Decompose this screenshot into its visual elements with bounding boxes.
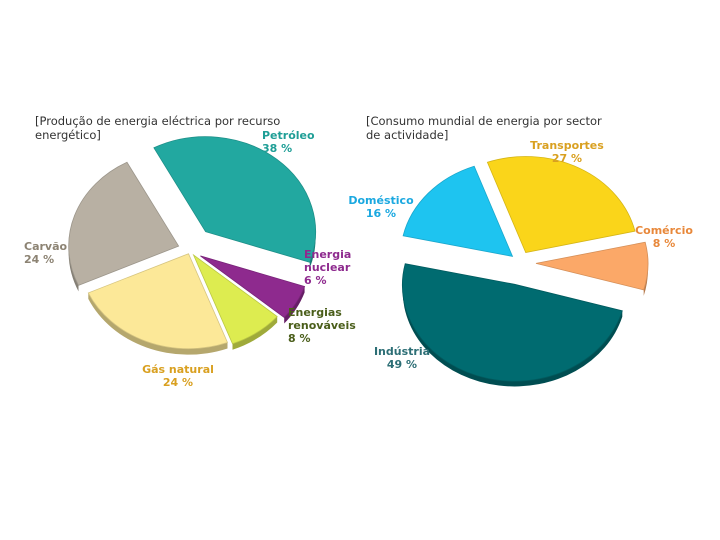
right-chart-title-line-2: de actividade] [366,128,448,142]
left-slice-side-gas-natural [88,292,228,355]
right-label-industria-line-1: Indústria [374,345,430,358]
left-label-energias-renovaveis-value: 8 % [288,332,311,345]
left-label-gas-natural-line-1: Gás natural [142,363,214,376]
left-chart: [Produção de energia eléctrica por recur… [24,114,356,389]
right-slice-industria [401,263,623,382]
right-label-industria-value: 49 % [387,358,417,371]
right-label-domestico-line-1: Doméstico [348,194,414,207]
left-label-carvao-value: 24 % [24,253,54,266]
left-slice-carvao [68,161,180,286]
left-chart-title-line-2: energético] [35,128,101,142]
right-slice-domestico [402,165,514,257]
left-label-energias-renovaveis-line-2: renováveis [288,319,356,332]
right-slice-transportes [486,156,636,253]
right-chart: [Consumo mundial de energia por sector d… [348,114,693,387]
left-label-petroleo-line-1: Petróleo [262,129,315,142]
left-label-petroleo-value: 38 % [262,142,292,155]
left-chart-title-line-1: [Produção de energia eléctrica por recur… [35,114,280,128]
left-label-energia-nuclear-line-2: nuclear [304,261,351,274]
left-label-carvao-line-1: Carvão [24,240,68,253]
left-label-energia-nuclear-value: 6 % [304,274,327,287]
right-chart-title-line-1: [Consumo mundial de energia por sector [366,114,602,128]
left-slice-petroleo [153,136,316,263]
left-slice-side-carvao [68,246,79,292]
left-slice-energias-renovaveis [192,253,278,345]
right-label-comercio-value: 8 % [653,237,676,250]
right-label-transportes-line-1: Transportes [530,139,604,152]
left-slice-gas-natural [87,253,229,350]
right-label-comercio-line-1: Comércio [635,224,693,237]
left-label-gas-natural-value: 24 % [163,376,193,389]
right-label-domestico-value: 16 % [366,207,396,220]
left-slice-energia-nuclear [200,255,306,319]
left-slice-side-energia-nuclear [284,286,305,324]
left-slice-side-energias-renovaveis [232,316,278,350]
left-label-energia-nuclear-line-1: Energia [304,248,351,261]
left-label-energias-renovaveis-line-1: Energias [288,306,342,319]
right-label-transportes-value: 27 % [552,152,582,165]
right-slice-comercio [535,241,649,291]
